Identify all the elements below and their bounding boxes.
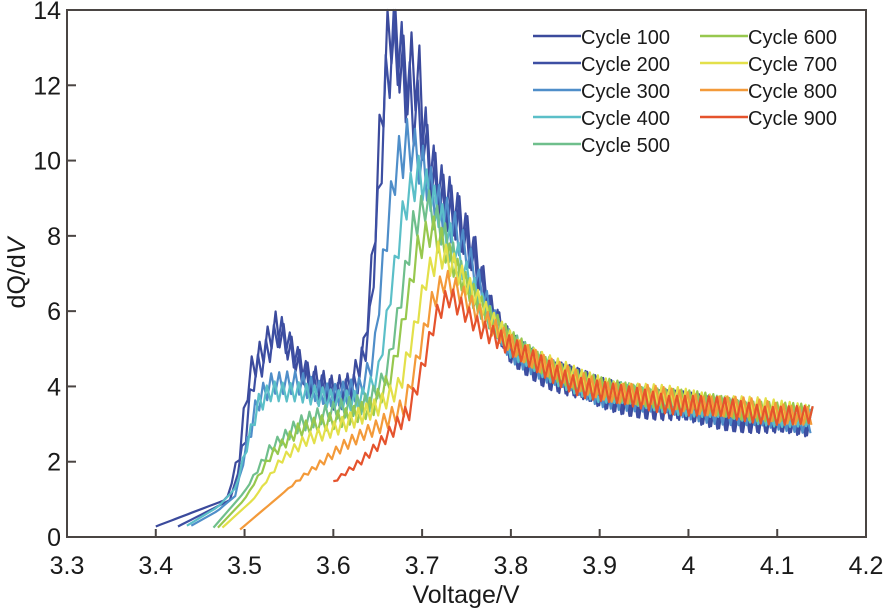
- x-tick-label: 3.8: [494, 552, 529, 580]
- legend-item: Cycle 600: [700, 27, 837, 49]
- legend-label: Cycle 300: [581, 81, 670, 103]
- x-tick-label: 4: [681, 552, 695, 580]
- y-tick-label: 6: [47, 298, 61, 326]
- legend-label: Cycle 500: [581, 135, 670, 157]
- legend-item: Cycle 700: [700, 54, 837, 76]
- y-tick-label: 0: [47, 524, 61, 552]
- x-tick-label: 4.1: [760, 552, 795, 580]
- x-axis-ticks: 3.3 3.4 3.5 3.6 3.7 3.8 3.9 4 4.1 4.2: [50, 529, 884, 580]
- series-layer: [155, 8, 814, 531]
- y-axis-title-prefix: dQ/d: [3, 254, 31, 308]
- legend-label: Cycle 700: [748, 54, 837, 76]
- legend-label: Cycle 900: [748, 108, 837, 130]
- legend: Cycle 100 Cycle 200 Cycle 300 Cycle 400 Cycl…: [533, 27, 837, 157]
- x-tick-label: 3.6: [316, 552, 351, 580]
- y-axis-ticks: 0 2 4 6 8 10 12 14: [33, 0, 76, 552]
- legend-label: Cycle 600: [748, 27, 837, 49]
- legend-item: Cycle 400: [533, 108, 670, 130]
- legend-item: Cycle 800: [700, 81, 837, 103]
- y-axis-title-italic: V: [3, 235, 31, 254]
- legend-label: Cycle 100: [581, 27, 670, 49]
- y-tick-label: 10: [33, 148, 61, 176]
- y-tick-label: 8: [47, 223, 61, 251]
- legend-label: Cycle 400: [581, 108, 670, 130]
- y-axis-title: dQ/dV: [3, 235, 31, 308]
- legend-item: Cycle 500: [533, 135, 670, 157]
- legend-label: Cycle 200: [581, 54, 670, 76]
- plot-frame: [66, 9, 867, 538]
- x-tick-label: 3.4: [138, 552, 173, 580]
- x-tick-label: 3.7: [405, 552, 440, 580]
- y-tick-label: 2: [47, 449, 61, 477]
- y-tick-label: 12: [33, 72, 61, 100]
- legend-item: Cycle 300: [533, 81, 670, 103]
- y-tick-label: 14: [33, 0, 61, 25]
- x-tick-label: 3.3: [50, 552, 85, 580]
- legend-item: Cycle 100: [533, 27, 670, 49]
- legend-item: Cycle 900: [700, 108, 837, 130]
- y-tick-label: 4: [47, 373, 61, 401]
- x-axis-title: Voltage/V: [412, 581, 519, 609]
- legend-label: Cycle 800: [748, 81, 837, 103]
- series-line-cycle-100: [155, 8, 813, 528]
- x-tick-label: 4.2: [849, 552, 884, 580]
- series-line-cycle-900: [333, 288, 814, 483]
- legend-item: Cycle 200: [533, 54, 670, 76]
- x-tick-label: 3.9: [582, 552, 617, 580]
- x-tick-label: 3.5: [227, 552, 262, 580]
